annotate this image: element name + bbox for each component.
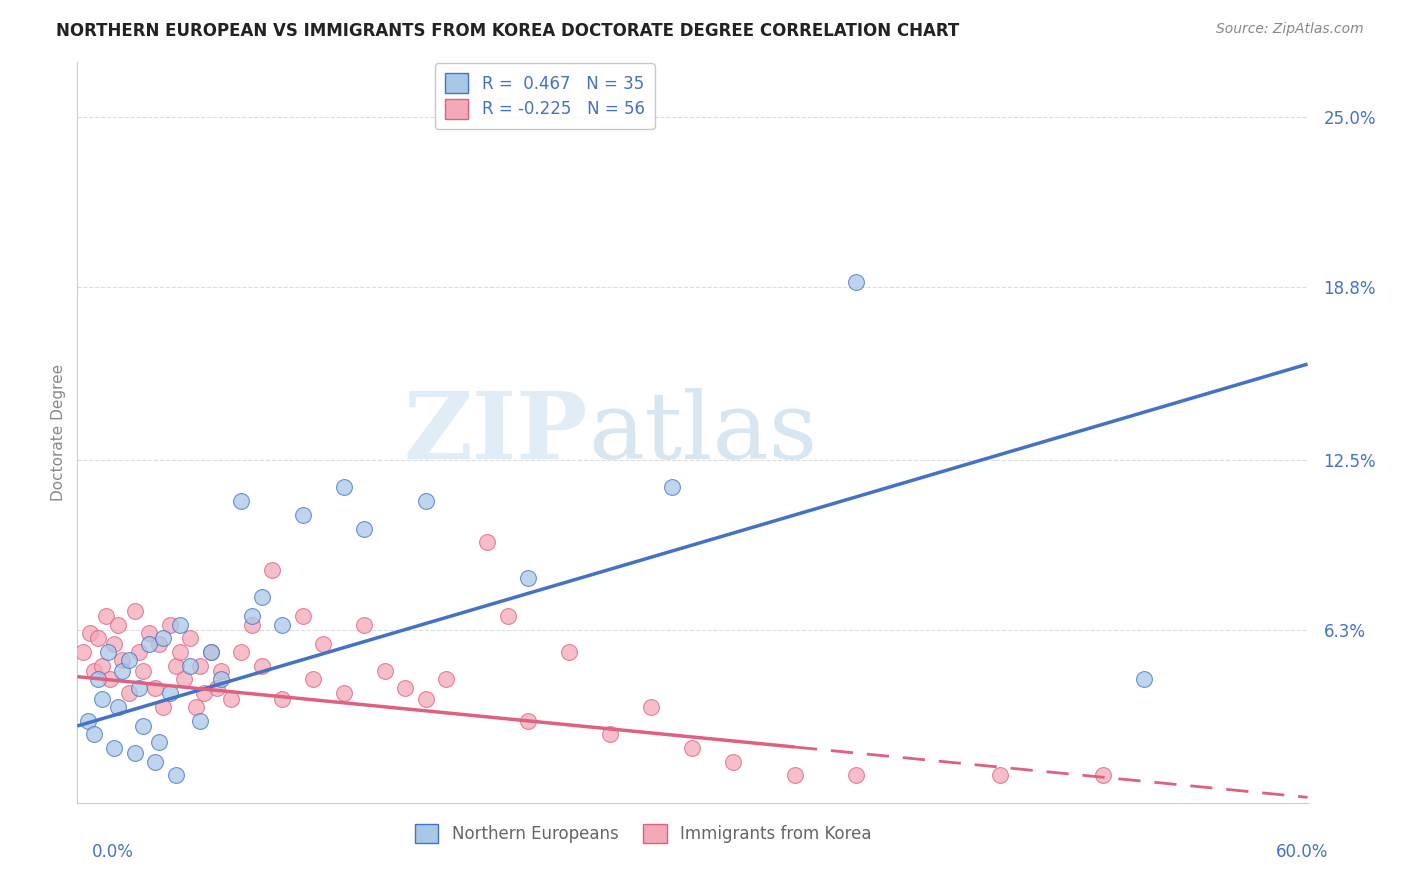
Point bbox=[186, 699, 208, 714]
Point bbox=[558, 645, 581, 659]
Point bbox=[682, 741, 704, 756]
Point bbox=[415, 691, 437, 706]
Point bbox=[209, 664, 232, 678]
Point bbox=[200, 645, 222, 659]
Point bbox=[111, 664, 134, 678]
Text: 0.0%: 0.0% bbox=[91, 843, 134, 861]
Point bbox=[169, 645, 191, 659]
Point bbox=[312, 637, 335, 651]
Point bbox=[111, 653, 134, 667]
Point bbox=[148, 735, 170, 749]
Point bbox=[988, 768, 1011, 782]
Point bbox=[117, 686, 139, 700]
Point bbox=[173, 673, 195, 687]
Point bbox=[188, 714, 212, 728]
Point bbox=[72, 645, 94, 659]
Point bbox=[200, 645, 222, 659]
Point bbox=[353, 522, 375, 536]
Point bbox=[97, 645, 120, 659]
Point bbox=[107, 699, 129, 714]
Text: ZIP: ZIP bbox=[404, 388, 588, 477]
Point bbox=[152, 632, 174, 646]
Point bbox=[291, 508, 314, 522]
Point bbox=[436, 673, 458, 687]
Point bbox=[477, 535, 499, 549]
Point bbox=[496, 609, 519, 624]
Point bbox=[76, 714, 98, 728]
Point bbox=[128, 645, 150, 659]
Point bbox=[179, 658, 201, 673]
Point bbox=[90, 658, 114, 673]
Point bbox=[205, 681, 228, 695]
Point bbox=[103, 637, 125, 651]
Point bbox=[83, 727, 105, 741]
Point bbox=[94, 609, 117, 624]
Point bbox=[188, 658, 212, 673]
Point bbox=[262, 563, 284, 577]
Point bbox=[165, 658, 187, 673]
Point bbox=[179, 632, 201, 646]
Text: atlas: atlas bbox=[588, 388, 817, 477]
Point bbox=[353, 617, 375, 632]
Text: NORTHERN EUROPEAN VS IMMIGRANTS FROM KOREA DOCTORATE DEGREE CORRELATION CHART: NORTHERN EUROPEAN VS IMMIGRANTS FROM KOR… bbox=[56, 22, 959, 40]
Text: Source: ZipAtlas.com: Source: ZipAtlas.com bbox=[1216, 22, 1364, 37]
Point bbox=[661, 480, 683, 494]
Point bbox=[845, 768, 868, 782]
Point bbox=[271, 691, 294, 706]
Point bbox=[240, 609, 263, 624]
Point bbox=[1091, 768, 1114, 782]
Point bbox=[138, 625, 160, 640]
Point bbox=[83, 664, 105, 678]
Point bbox=[231, 494, 253, 508]
Point bbox=[415, 494, 437, 508]
Point bbox=[374, 664, 396, 678]
Point bbox=[143, 681, 166, 695]
Point bbox=[159, 686, 181, 700]
Point bbox=[132, 719, 155, 733]
Point bbox=[169, 617, 191, 632]
Point bbox=[148, 637, 170, 651]
Point bbox=[1132, 673, 1154, 687]
Point bbox=[517, 714, 540, 728]
Point bbox=[124, 604, 146, 618]
Point bbox=[128, 681, 150, 695]
Point bbox=[159, 617, 181, 632]
Point bbox=[103, 741, 125, 756]
Point bbox=[291, 609, 314, 624]
Point bbox=[231, 645, 253, 659]
Point bbox=[124, 747, 146, 761]
Point bbox=[165, 768, 187, 782]
Y-axis label: Doctorate Degree: Doctorate Degree bbox=[51, 364, 66, 501]
Point bbox=[193, 686, 215, 700]
Point bbox=[143, 755, 166, 769]
Point bbox=[209, 673, 232, 687]
Point bbox=[599, 727, 621, 741]
Point bbox=[219, 691, 242, 706]
Point bbox=[87, 673, 110, 687]
Point bbox=[640, 699, 662, 714]
Point bbox=[517, 571, 540, 585]
Point bbox=[240, 617, 263, 632]
Point bbox=[271, 617, 294, 632]
Point bbox=[79, 625, 101, 640]
Point bbox=[87, 632, 110, 646]
Point bbox=[107, 617, 129, 632]
Point bbox=[152, 699, 174, 714]
Point bbox=[302, 673, 325, 687]
Point bbox=[250, 658, 273, 673]
Point bbox=[132, 664, 155, 678]
Point bbox=[90, 691, 114, 706]
Point bbox=[783, 768, 806, 782]
Text: 60.0%: 60.0% bbox=[1277, 843, 1329, 861]
Point bbox=[723, 755, 745, 769]
Legend: Northern Europeans, Immigrants from Korea: Northern Europeans, Immigrants from Kore… bbox=[408, 817, 879, 850]
Point bbox=[117, 653, 139, 667]
Point bbox=[333, 686, 356, 700]
Point bbox=[138, 637, 160, 651]
Point bbox=[98, 673, 121, 687]
Point bbox=[845, 275, 868, 289]
Point bbox=[250, 590, 273, 604]
Point bbox=[333, 480, 356, 494]
Point bbox=[394, 681, 416, 695]
